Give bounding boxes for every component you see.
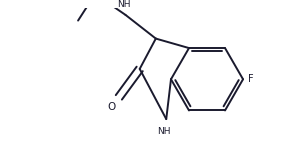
Text: NH: NH <box>117 0 130 9</box>
Text: F: F <box>248 74 253 84</box>
Text: O: O <box>107 102 115 112</box>
Text: NH: NH <box>158 127 171 136</box>
